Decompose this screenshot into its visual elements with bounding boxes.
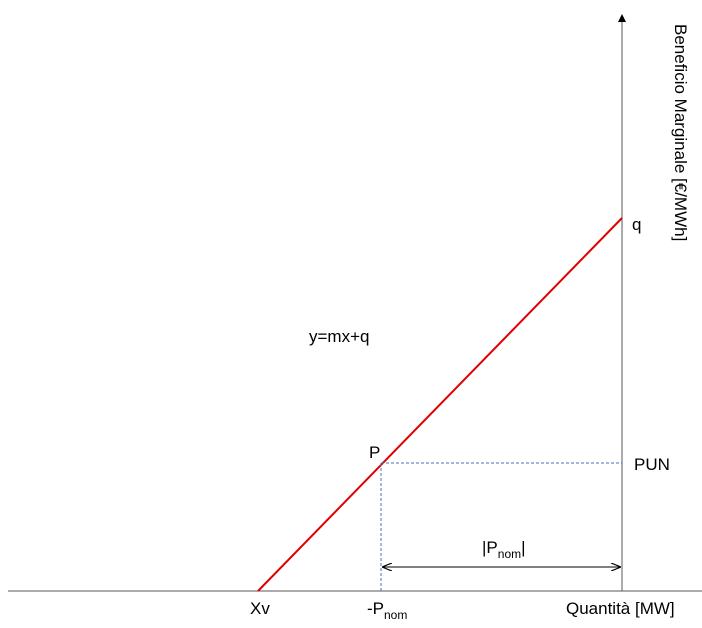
point-p-label: P (369, 443, 380, 462)
neg-pnom-label: -Pnom (367, 599, 407, 622)
equation-label: y=mx+q (309, 327, 369, 346)
pun-label: PUN (634, 455, 670, 474)
y-axis-label: Beneficio Marginale [€/MWh] (671, 24, 690, 241)
xv-label: Xv (250, 599, 270, 618)
x-axis-label: Quantità [MW] (566, 599, 675, 618)
intercept-q-label: q (632, 215, 641, 234)
benefit-line (257, 217, 623, 592)
abs-pnom-label: |Pnom| (482, 538, 526, 561)
